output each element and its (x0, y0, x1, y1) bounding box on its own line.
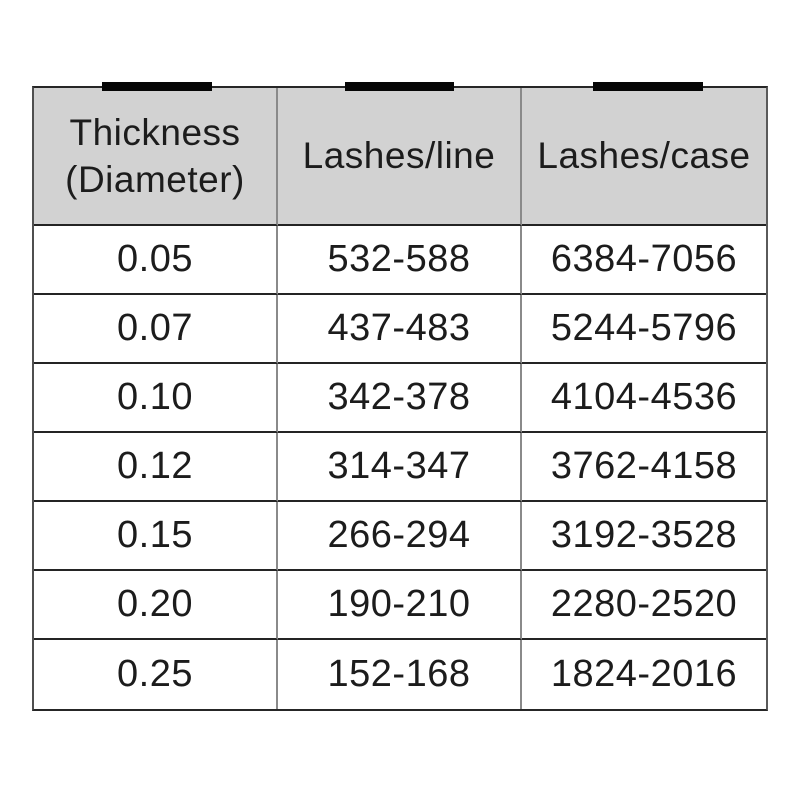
cell-lashes-per-line: 532-588 (278, 226, 522, 295)
lash-spec-table: Thickness (Diameter) Lashes/line Lashes/… (32, 86, 768, 711)
cell-lashes-per-line: 314-347 (278, 433, 522, 502)
black-tape-bar (593, 82, 703, 91)
cell-lashes-per-line: 437-483 (278, 295, 522, 364)
cell-lashes-per-case: 1824-2016 (550, 653, 738, 695)
cell-lashes-per-line: 152-168 (278, 640, 522, 709)
cell-lashes-per-line: 190-210 (278, 571, 522, 640)
cell-thickness: 0.12 (34, 433, 278, 502)
cell-lashes-per-case: 5244-5796 (522, 295, 766, 364)
header-thickness-line1: Thickness (69, 112, 241, 153)
header-cell-lashes-per-line: Lashes/line (278, 88, 522, 226)
cell-thickness: 0.07 (34, 295, 278, 364)
cell-lashes-per-case: 2280-2520 (522, 571, 766, 640)
cell-thickness: 0.20 (34, 571, 278, 640)
cell-thickness: 0.10 (34, 364, 278, 433)
cell-thickness: 0.25 (34, 640, 278, 709)
cell-thickness: 0.15 (34, 502, 278, 571)
cell-thickness: 0.05 (34, 226, 278, 295)
black-tape-bar (345, 82, 454, 91)
header-cell-lashes-per-case: Lashes/case (522, 88, 766, 226)
cell-lashes-per-case: 4104-4536 (522, 364, 766, 433)
cell-lashes-per-case: 3762-4158 (522, 433, 766, 502)
cell-lashes-per-case: 3192-3528 (522, 502, 766, 571)
header-thickness-line2: (Diameter) (65, 159, 245, 200)
header-cell-thickness: Thickness (Diameter) (34, 88, 278, 226)
cell-lashes-per-case: 6384-7056 (522, 226, 766, 295)
cell-lashes-per-line: 342-378 (278, 364, 522, 433)
black-tape-bar (102, 82, 212, 91)
cell-lashes-per-line: 266-294 (278, 502, 522, 571)
